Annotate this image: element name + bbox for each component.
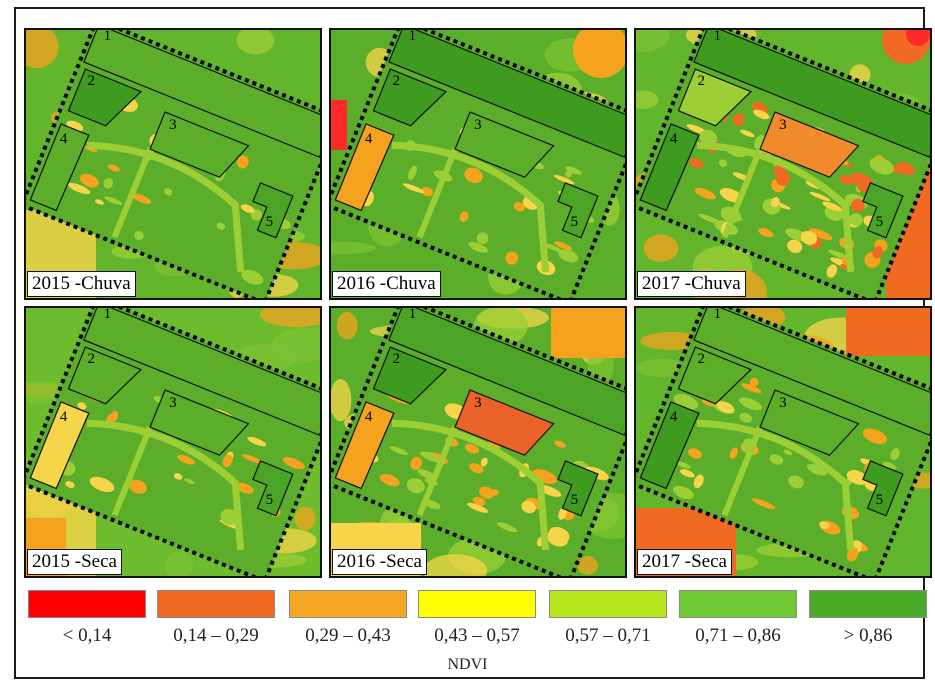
zone-number-2: 2 xyxy=(393,351,401,367)
legend-swatch xyxy=(28,590,146,618)
legend-swatch xyxy=(157,590,275,618)
zone-number-4: 4 xyxy=(365,409,373,425)
panel-label: 2016 -Chuva xyxy=(332,271,441,297)
panel-label: 2016 -Seca xyxy=(332,549,427,575)
zone-number-1: 1 xyxy=(714,308,722,322)
ndvi-raster: 1 2 3 4 5 xyxy=(26,308,320,576)
legend-title: NDVI xyxy=(447,656,488,673)
ndvi-map-panel: 1 2 3 4 5 2017 -Chuva xyxy=(634,28,932,300)
zone-number-3: 3 xyxy=(474,117,482,133)
zone-number-3: 3 xyxy=(779,395,787,411)
panel-label: 2017 -Chuva xyxy=(637,271,746,297)
zone-number-4: 4 xyxy=(60,409,68,425)
ndvi-map-panel: 1 2 3 4 5 2016 -Seca xyxy=(329,306,627,578)
zone-number-4: 4 xyxy=(670,409,678,425)
zone-number-2: 2 xyxy=(88,73,96,89)
zone-number-4: 4 xyxy=(670,131,678,147)
ndvi-raster: 1 2 3 4 5 xyxy=(331,308,625,576)
zone-number-5: 5 xyxy=(266,492,274,508)
ndvi-raster: 1 2 3 4 5 xyxy=(636,30,930,298)
zone-number-1: 1 xyxy=(409,308,417,322)
legend-swatch xyxy=(679,590,797,618)
zone-number-3: 3 xyxy=(474,395,482,411)
legend-label: 0,43 – 0,57 xyxy=(434,625,520,646)
ndvi-raster: 1 2 3 4 5 xyxy=(331,30,625,298)
zone-number-4: 4 xyxy=(60,131,68,147)
zone-number-5: 5 xyxy=(571,492,579,508)
ndvi-map-panel: 1 2 3 4 5 2015 -Chuva xyxy=(24,28,322,300)
legend-label: 0,57 – 0,71 xyxy=(565,625,651,646)
legend-label: 0,71 – 0,86 xyxy=(695,625,781,646)
ndvi-map-panel: 1 2 3 4 5 2015 -Seca xyxy=(24,306,322,578)
legend-swatch xyxy=(549,590,667,618)
legend-label: > 0,86 xyxy=(843,625,893,646)
zone-number-1: 1 xyxy=(104,30,112,44)
zone-number-1: 1 xyxy=(104,308,112,322)
zone-number-5: 5 xyxy=(876,214,884,230)
legend-label: 0,29 – 0,43 xyxy=(305,625,391,646)
zone-number-2: 2 xyxy=(88,351,96,367)
ndvi-raster: 1 2 3 4 5 xyxy=(26,30,320,298)
zone-number-2: 2 xyxy=(393,73,401,89)
ndvi-raster: 1 2 3 4 5 xyxy=(636,308,930,576)
zone-number-5: 5 xyxy=(266,214,274,230)
zone-number-5: 5 xyxy=(876,492,884,508)
panel-label: 2015 -Chuva xyxy=(27,271,136,297)
zone-number-1: 1 xyxy=(714,30,722,44)
legend-swatch xyxy=(418,590,536,618)
panel-label: 2015 -Seca xyxy=(27,549,122,575)
ndvi-map-panel: 1 2 3 4 5 2017 -Seca xyxy=(634,306,932,578)
legend-label: 0,14 – 0,29 xyxy=(173,625,259,646)
zone-number-4: 4 xyxy=(365,131,373,147)
zone-number-3: 3 xyxy=(169,395,177,411)
legend-swatch xyxy=(809,590,927,618)
zone-number-3: 3 xyxy=(779,117,787,133)
zone-number-1: 1 xyxy=(409,30,417,44)
legend-label: < 0,14 xyxy=(62,625,112,646)
panel-label: 2017 -Seca xyxy=(637,549,732,575)
legend-swatch xyxy=(289,590,407,618)
ndvi-map-panel: 1 2 3 4 5 2016 -Chuva xyxy=(329,28,627,300)
zone-number-2: 2 xyxy=(698,351,706,367)
zone-number-5: 5 xyxy=(571,214,579,230)
zone-number-2: 2 xyxy=(698,73,706,89)
zone-number-3: 3 xyxy=(169,117,177,133)
